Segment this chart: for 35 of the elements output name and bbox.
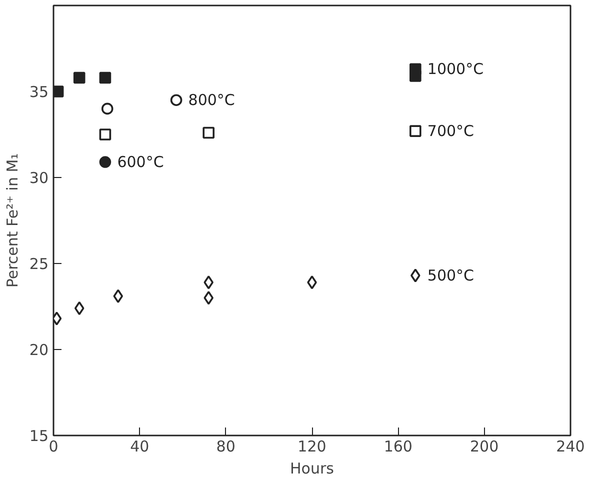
y-axis-title: Percent Fe²⁺ in M₁ (3, 153, 22, 288)
x-tick-label: 160 (384, 438, 412, 456)
series-label: 1000°C (427, 60, 484, 78)
y-tick-label: 20 (29, 341, 49, 359)
point (101, 102, 114, 115)
point (204, 276, 214, 290)
y-tick-label: 25 (29, 255, 49, 273)
point (410, 125, 422, 137)
x-tick-label: 40 (130, 438, 150, 456)
point (204, 291, 214, 305)
point (113, 289, 124, 304)
y-tick-label: 35 (29, 83, 49, 101)
point (99, 72, 112, 84)
series-label: 500°C (427, 266, 474, 285)
point (74, 301, 84, 316)
point (54, 86, 64, 98)
series-label: 700°C (427, 122, 474, 140)
y-tick-label: 30 (29, 169, 49, 187)
series-label: 800°C (188, 91, 235, 110)
x-tick-label: 0 (48, 438, 58, 456)
x-axis-title: Hours (290, 460, 334, 478)
series-label: 600°C (117, 153, 164, 172)
point (99, 128, 112, 140)
y-tick-label: 15 (29, 427, 49, 445)
x-tick-label: 80 (216, 438, 236, 456)
point (170, 94, 182, 106)
point (73, 72, 86, 84)
point (202, 126, 214, 139)
point (410, 268, 420, 282)
x-tick-label: 120 (298, 438, 326, 456)
x-tick-label: 200 (470, 438, 499, 456)
point (99, 156, 112, 168)
point (410, 70, 422, 82)
point (307, 276, 317, 290)
x-tick-label: 240 (556, 438, 585, 456)
